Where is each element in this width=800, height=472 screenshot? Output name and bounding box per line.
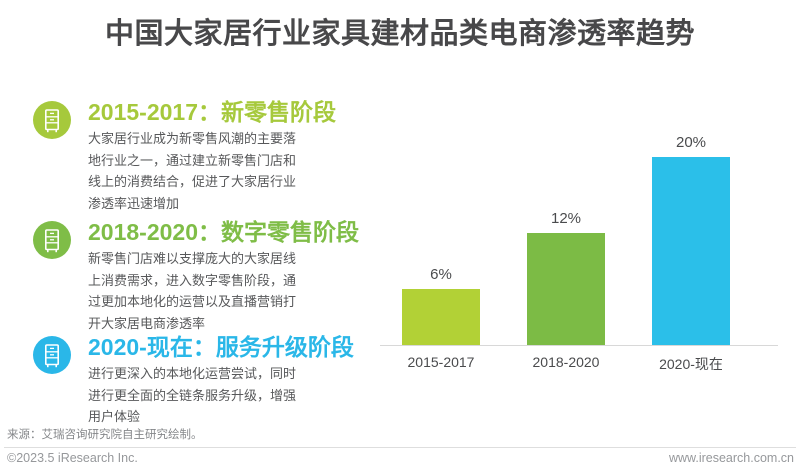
bar-2020-now (652, 157, 730, 346)
bar-2015-2017 (402, 289, 480, 346)
bar-group-2018-2020: 12% (527, 210, 605, 346)
stage-section-2015-2017: 2015-2017：新零售阶段 大家居行业成为新零售风潮的主要落 地行业之一，通… (33, 99, 363, 214)
stage-section-2018-2020: 2018-2020：数字零售阶段 新零售门店难以支撑庞大的大家居线 上消费需求，… (33, 219, 363, 334)
bar-group-2015-2017: 6% (402, 266, 480, 346)
bar-value-label: 20% (675, 134, 707, 151)
cabinet-icon (33, 221, 71, 259)
copyright-text: ©2023.5 iResearch Inc. (7, 451, 138, 465)
stage-description: 大家居行业成为新零售风潮的主要落 地行业之一，通过建立新零售门店和 线上的消费结… (88, 131, 297, 211)
page-title: 中国大家居行业家具建材品类电商渗透率趋势 (104, 18, 695, 50)
x-axis-label: 2020-现在 (659, 356, 723, 372)
bar-group-2020-now: 20% (652, 134, 730, 346)
stage-heading: 2015-2017：新零售阶段 (88, 99, 336, 125)
website-url: www.iresearch.com.cn (668, 451, 794, 465)
stage-description: 进行更深入的本地化运营尝试，同时 进行更全面的全链条服务升级，增强 用户体验 (88, 366, 297, 424)
bar-value-label: 12% (550, 210, 582, 227)
cabinet-icon (33, 101, 71, 139)
bar-chart: 6% 12% 20% 2015-2017 2018-2020 2020-现在 (380, 128, 778, 386)
bar-2018-2020 (527, 233, 605, 346)
bar-value-label: 6% (430, 266, 452, 283)
x-axis-line (380, 345, 778, 346)
stage-heading: 2020-现在：服务升级阶段 (88, 334, 354, 360)
cabinet-icon (33, 336, 71, 374)
source-note: 来源：艾瑞咨询研究院自主研究绘制。 (7, 429, 203, 441)
x-axis-label: 2015-2017 (407, 354, 475, 370)
stage-section-2020-now: 2020-现在：服务升级阶段 进行更深入的本地化运营尝试，同时 进行更全面的全链… (33, 334, 363, 428)
stage-heading: 2018-2020：数字零售阶段 (88, 219, 359, 245)
stage-description: 新零售门店难以支撑庞大的大家居线 上消费需求，进入数字零售阶段，通 过更加本地化… (88, 251, 297, 331)
x-axis-label: 2018-2020 (532, 354, 600, 370)
footer-divider (4, 447, 796, 448)
